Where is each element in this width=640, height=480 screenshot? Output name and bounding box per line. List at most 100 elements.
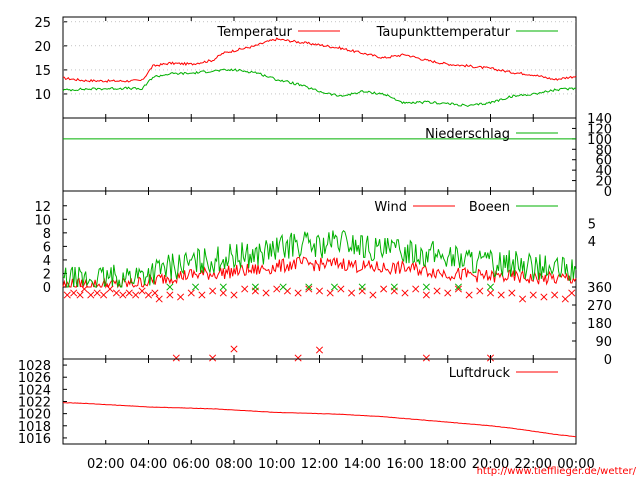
- x-tick-label: 18:00: [429, 457, 466, 472]
- wind-direction-point: [433, 287, 441, 295]
- boeen-line: [62, 229, 577, 288]
- wind-direction-point: [305, 285, 313, 293]
- beaufort-tick-label: 4: [588, 235, 596, 250]
- wind-direction-point: [315, 346, 324, 354]
- wind-direction-point: [337, 285, 345, 293]
- wind-direction-point: [305, 283, 313, 291]
- wind-direction-point: [279, 283, 287, 291]
- precipitation-ytick-label: 80: [595, 143, 612, 158]
- wind-direction-point: [486, 283, 495, 291]
- pressure-ytick-label: 1018: [18, 420, 51, 435]
- wind-ytick-label: 8: [43, 227, 51, 242]
- wind-direction-point: [412, 285, 420, 293]
- wind-direction-point: [80, 285, 88, 293]
- wind-direction-point: [209, 287, 217, 295]
- wind-direction-point: [540, 293, 548, 301]
- wind-line: [62, 256, 577, 289]
- wind-direction-point: [76, 291, 84, 299]
- wind-legend-label: Wind: [374, 200, 407, 215]
- wind-direction-point: [422, 291, 430, 299]
- x-tick-label: 02:00: [87, 457, 124, 472]
- wind-direction-point: [551, 291, 559, 299]
- wind-direction-point: [132, 291, 140, 299]
- wind-direction-point: [219, 283, 227, 291]
- luftdruck-line: [62, 402, 577, 438]
- wind-direction-point: [294, 289, 302, 297]
- temperature-ytick-label: 15: [34, 64, 51, 79]
- wind-direction-point: [326, 289, 334, 297]
- x-tick-label: 16:00: [386, 457, 423, 472]
- x-axis: 02:00 04:00 06:00 08:00 10:00 12:00 14:00 16:00…: [87, 17, 595, 472]
- wind-direction-point: [561, 295, 569, 303]
- wind-direction-ytick-label: 270: [587, 299, 612, 314]
- wind-direction-point: [519, 295, 527, 303]
- wind-ytick-label: 0: [43, 281, 51, 296]
- x-tick-label: 22:00: [515, 457, 552, 472]
- wind-ytick-label: 2: [43, 267, 51, 282]
- wind-direction-point: [230, 345, 238, 353]
- wind-direction-point: [100, 291, 108, 299]
- boeen-legend-label: Boeen: [469, 200, 510, 215]
- wind-direction-point: [230, 291, 238, 299]
- wind-direction-point: [70, 289, 78, 297]
- temperature-ytick-label: 20: [34, 40, 51, 55]
- wind-ytick-label: 12: [34, 200, 51, 215]
- wind-direction-point: [358, 283, 366, 291]
- wind-direction-point: [172, 354, 180, 362]
- footer-url[interactable]: http://www.tiefflieger.de/wetter/: [477, 466, 637, 477]
- precipitation-ytick-label: 60: [595, 154, 612, 169]
- wind-direction-point: [209, 354, 217, 362]
- wind-direction-point: [568, 289, 576, 297]
- taupunkttemperatur-line: [62, 68, 577, 107]
- wind-direction-point: [187, 289, 195, 297]
- wind-direction-point: [151, 289, 159, 297]
- wind-direction-point: [138, 287, 146, 295]
- wind-direction-point: [401, 289, 409, 297]
- temperature-plot: 10 15 20 25 Temperatur Taupunkttemperatur: [34, 16, 577, 107]
- wind-direction-point: [106, 285, 114, 293]
- wind-direction-point: [497, 291, 505, 299]
- wind-ytick-label: 4: [43, 254, 51, 269]
- pressure-ytick-label: 1024: [18, 383, 51, 398]
- wind-direction-point: [380, 285, 388, 293]
- wind-direction-ytick-label: 0: [604, 353, 612, 368]
- x-tick-label: 08:00: [215, 457, 252, 472]
- precipitation-ytick-label: 140: [587, 112, 612, 127]
- wind-direction-point: [454, 283, 462, 291]
- wind-ytick-label: 6: [43, 240, 51, 255]
- wind-direction-ytick-label: 180: [587, 317, 612, 332]
- precipitation-ytick-label: 0: [604, 185, 612, 200]
- wind-direction-point: [529, 291, 537, 299]
- wind-direction-point: [144, 291, 153, 299]
- wind-direction-point: [166, 283, 174, 291]
- wind-direction-point: [177, 293, 185, 301]
- wind-direction-point: [262, 289, 270, 297]
- wind-direction-point: [444, 289, 452, 297]
- temperature-panel: 10 15 20 25 Temperatur Taupunkttemperatur: [34, 16, 577, 119]
- wind-direction-plot: 0 90 180 270 360: [63, 281, 612, 368]
- x-tick-label: 00:00: [557, 457, 594, 472]
- wind-direction-point: [454, 285, 462, 293]
- beaufort-tick-label: 5: [588, 217, 596, 232]
- x-tick-label: 12:00: [301, 457, 338, 472]
- temperature-ytick-label: 25: [34, 16, 51, 31]
- precipitation-ytick-label: 20: [595, 175, 612, 190]
- wind-direction-point: [422, 354, 430, 362]
- wind-direction-point: [191, 283, 200, 291]
- temperatur-line: [62, 37, 577, 83]
- wind-direction-point: [87, 291, 95, 299]
- wind-direction-point: [330, 283, 339, 291]
- wind-direction-point: [112, 289, 120, 297]
- wind-direction-ytick-label: 90: [595, 335, 612, 350]
- pressure-ytick-label: 1020: [18, 408, 51, 423]
- pressure-ytick-label: 1022: [18, 396, 51, 411]
- wind-direction-point: [155, 295, 163, 303]
- pressure-ytick-label: 1016: [18, 432, 51, 447]
- wind-direction-point: [166, 291, 174, 299]
